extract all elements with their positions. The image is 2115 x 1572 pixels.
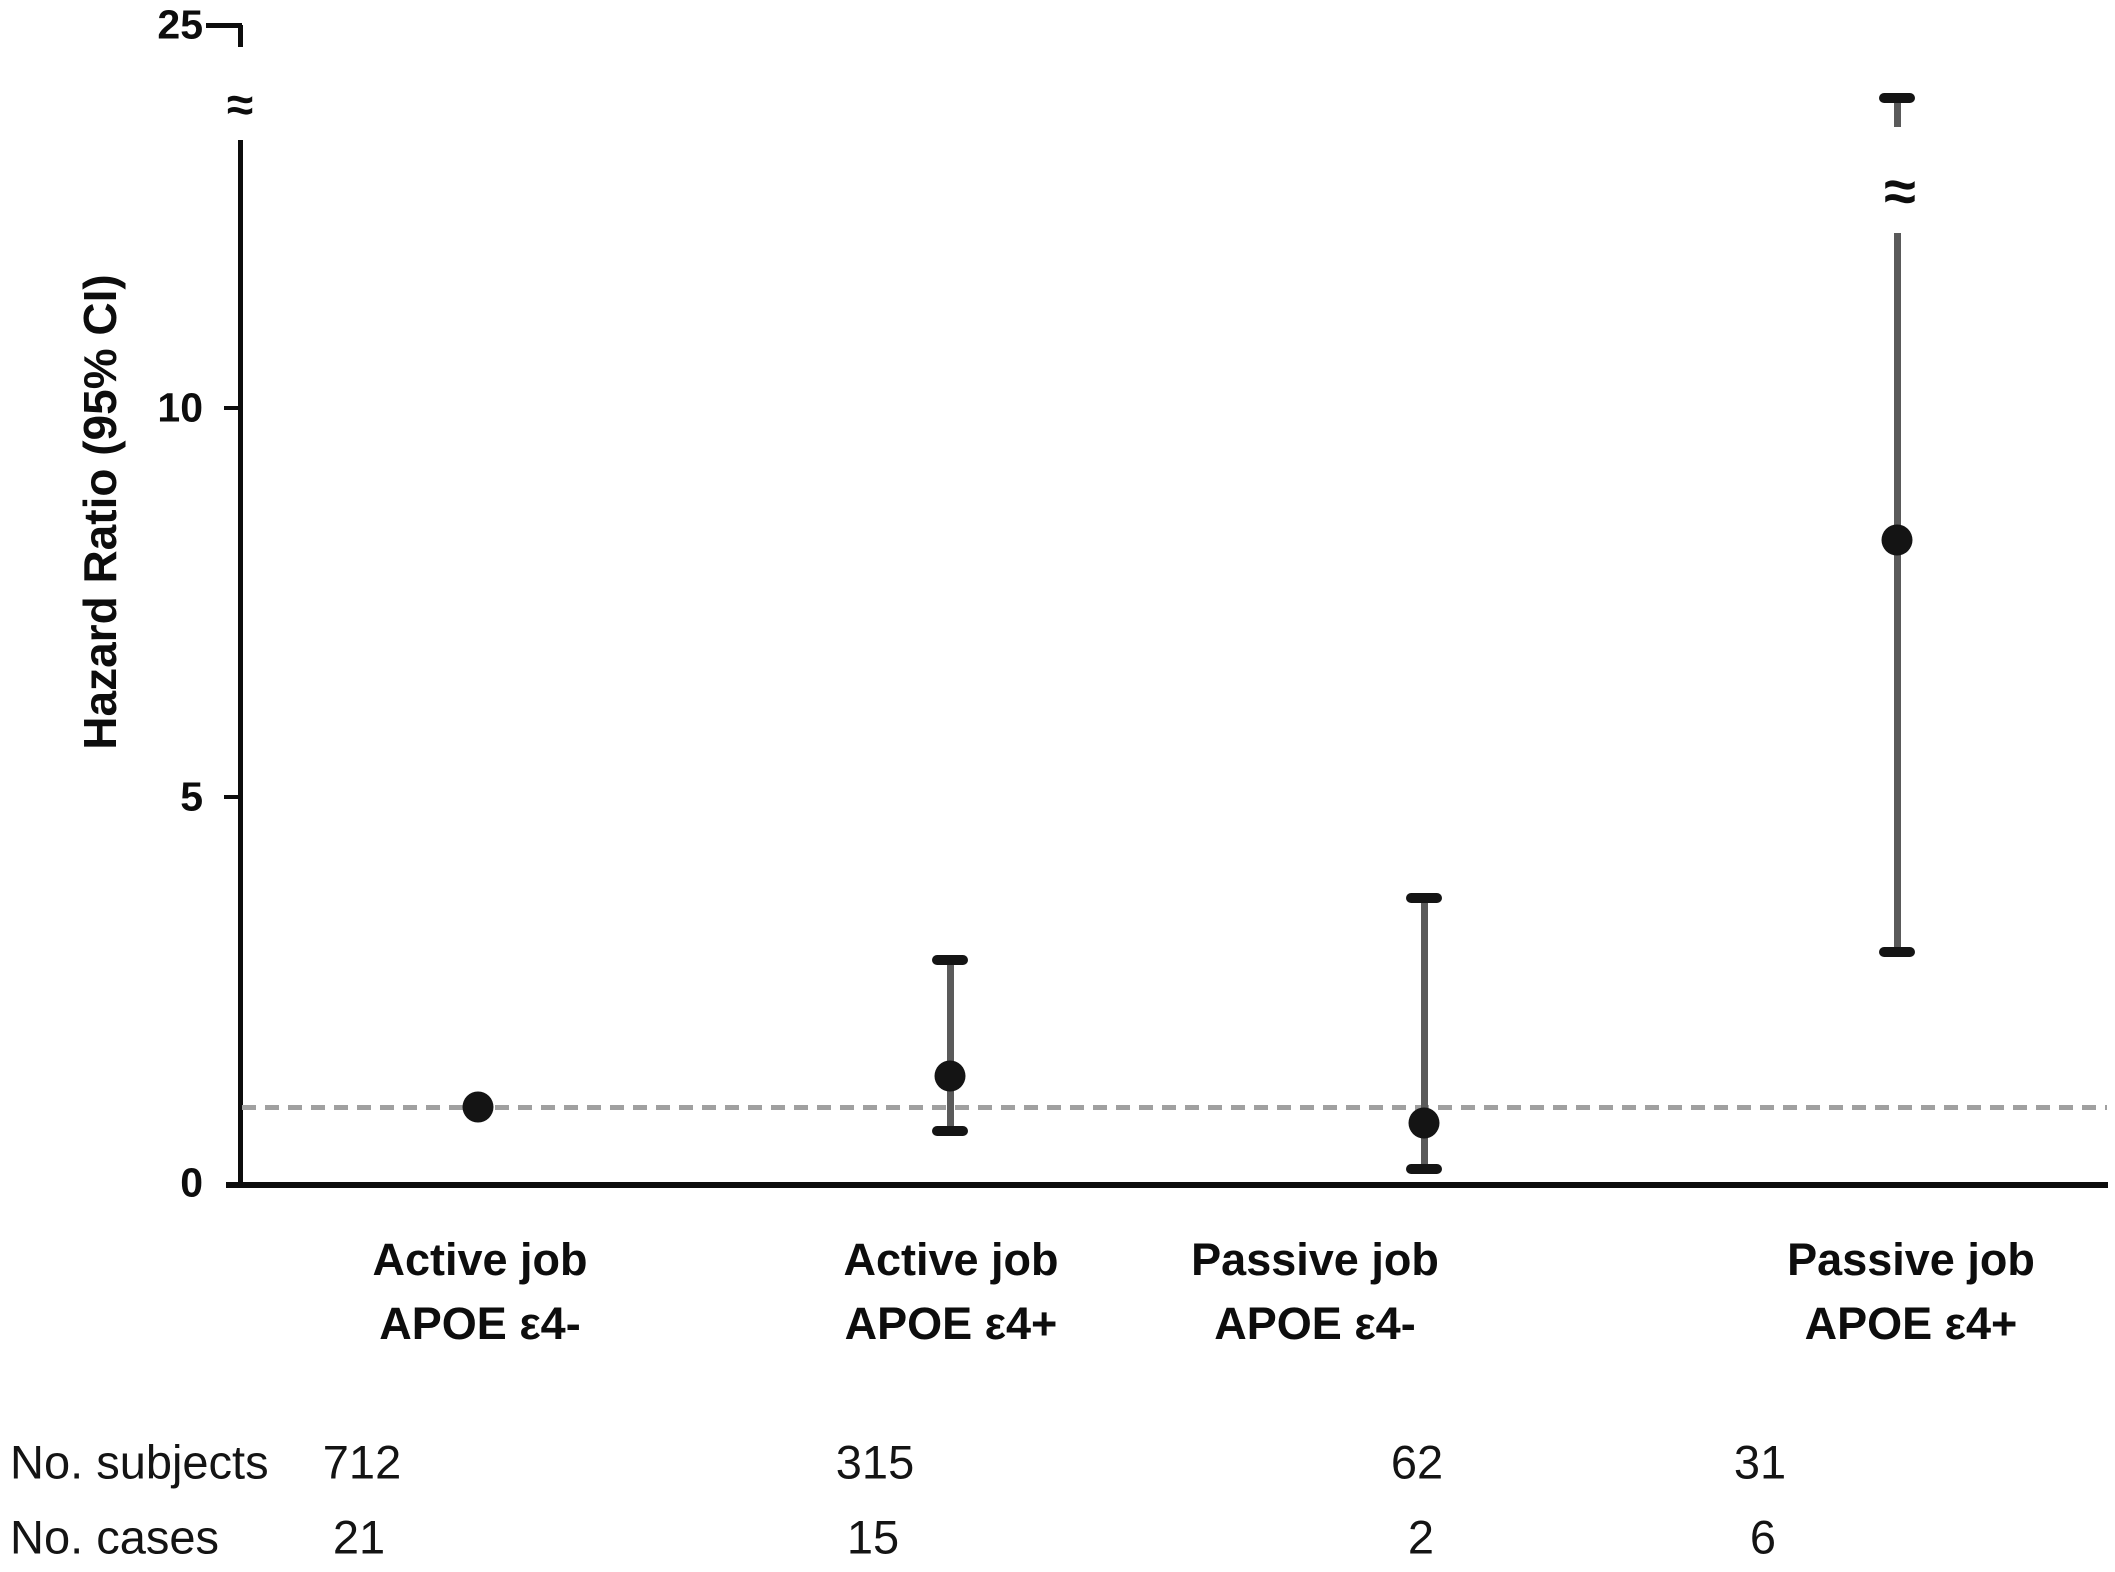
y-tick-label-0: 0: [180, 1159, 203, 1206]
category-label-line1: Passive job: [1787, 1234, 2035, 1285]
subjects-row-label: No. subjects: [10, 1435, 269, 1489]
error-bar-cap-bottom-group4: [1879, 947, 1915, 958]
point-dot-group2: [934, 1060, 966, 1092]
y-axis-title: Hazard Ratio (95% CI): [74, 274, 126, 750]
error-bar-group4: [1893, 233, 1901, 953]
y-axis-segment-top: [238, 25, 243, 47]
subjects-value-group2: 315: [835, 1435, 915, 1489]
category-label-group1: Active job APOE ε4-: [220, 1228, 740, 1356]
point-dot-group1: [462, 1091, 494, 1123]
category-label-line2: APOE ε4-: [1214, 1298, 1416, 1349]
y-tick-label-25: 25: [157, 1, 203, 48]
cases-value-group1: 21: [332, 1510, 386, 1564]
cases-row-label: No. cases: [10, 1510, 219, 1564]
point-dot-group4: [1881, 524, 1913, 556]
y-tick-label-10: 10: [157, 384, 203, 431]
error-bar-offscale-stub-group4: [1893, 98, 1901, 127]
category-label-line2: APOE ε4+: [1804, 1298, 2018, 1349]
error-bar-cap-top-group4: [1879, 93, 1915, 103]
subjects-value-group1: 712: [322, 1435, 402, 1489]
category-label-line2: APOE ε4+: [844, 1298, 1058, 1349]
category-label-line1: Passive job: [1191, 1234, 1439, 1285]
cases-value-group4: 6: [1749, 1510, 1777, 1564]
cases-value-group2: 15: [846, 1510, 900, 1564]
category-label-line2: APOE ε4-: [379, 1298, 581, 1349]
subjects-value-group4: 31: [1733, 1435, 1787, 1489]
y-axis-break-symbol: ≈: [226, 79, 254, 132]
reference-line-hr1: [242, 1105, 2107, 1111]
error-bar-cap-top-group2: [932, 954, 968, 965]
category-label-line1: Active job: [372, 1234, 588, 1285]
category-label-line1: Active job: [843, 1234, 1059, 1285]
y-axis-top-tick: [206, 23, 242, 28]
category-label-group3: Passive job APOE ε4-: [1055, 1228, 1575, 1356]
y-axis-segment-main: [238, 140, 243, 1186]
error-bar-cap-bottom-group3: [1406, 1164, 1442, 1175]
point-dot-group3: [1408, 1107, 1440, 1139]
error-bar-group3: [1420, 897, 1428, 1170]
category-label-group2: Active job APOE ε4+: [691, 1228, 1211, 1356]
error-bar-group2: [946, 959, 954, 1131]
y-tick-label-5: 5: [180, 773, 203, 820]
y-tick-mark-10: [224, 406, 241, 411]
subjects-value-group3: 62: [1390, 1435, 1444, 1489]
cases-value-group3: 2: [1407, 1510, 1435, 1564]
x-axis-line: [226, 1182, 2108, 1188]
error-bar-break-symbol-group4: ≈: [1884, 159, 1916, 224]
error-bar-cap-top-group3: [1406, 892, 1442, 903]
error-bar-cap-bottom-group2: [932, 1125, 968, 1136]
y-tick-mark-5: [224, 794, 241, 799]
category-label-group4: Passive job APOE ε4+: [1651, 1228, 2115, 1356]
